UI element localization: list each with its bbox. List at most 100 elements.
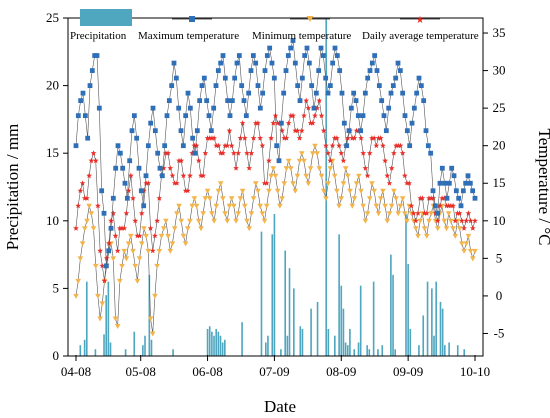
min-temp-point [97, 316, 103, 322]
precipitation-bars [79, 18, 466, 356]
min-temp-point [399, 196, 406, 202]
max-temp-point [101, 210, 107, 216]
avg-temp-point [327, 157, 334, 164]
max-temp-point [255, 83, 261, 88]
precipitation-bar [293, 288, 295, 356]
avg-temp-point [404, 180, 410, 186]
min-temp-point [117, 278, 123, 284]
max-temp-point [351, 90, 357, 96]
min-temp-point [331, 173, 338, 179]
avg-temp-point [156, 195, 163, 201]
avg-temp-point [301, 112, 307, 119]
min-temp-point [147, 316, 154, 322]
avg-temp-point [279, 127, 285, 134]
precipitation-bar [103, 334, 105, 356]
min-temp-point [353, 181, 360, 187]
min-temp-point [187, 218, 193, 224]
max-temp-point [225, 98, 231, 104]
avg-temp-point [233, 165, 239, 171]
max-temp-point [110, 195, 116, 201]
avg-temp-point [90, 150, 97, 156]
precipitation-bar [213, 335, 215, 356]
avg-temp-point [106, 240, 112, 246]
max-temp-point [281, 90, 287, 96]
min-temp-point [296, 158, 303, 164]
min-temp-point [307, 166, 314, 172]
min-temp-point [380, 188, 386, 194]
avg-temp-point [445, 202, 452, 209]
max-temp-point [227, 113, 233, 119]
avg-temp-point [303, 97, 310, 104]
min-temp-point [316, 166, 323, 172]
avg-temp-point [259, 142, 266, 149]
precipitation-bar [435, 281, 437, 356]
avg-temp-point [180, 172, 187, 179]
min-temp-point [366, 196, 373, 202]
min-temp-point [351, 196, 358, 202]
min-temp-point [347, 188, 353, 194]
avg-temp-point [198, 172, 204, 179]
min-temp-point [415, 233, 421, 239]
max-temp-point [94, 53, 100, 58]
max-temp-point [367, 68, 373, 73]
min-temp-point [288, 166, 294, 172]
min-temp-point [95, 293, 101, 299]
max-temp-point [330, 60, 336, 66]
avg-temp-point [401, 172, 408, 179]
avg-temp-point [426, 195, 432, 201]
avg-temp-point [138, 210, 145, 216]
precipitation-bar [359, 285, 362, 356]
avg-temp-point [450, 202, 456, 209]
avg-temp-point [463, 217, 470, 224]
avg-temp-point [202, 150, 209, 156]
min-temp-point [191, 196, 198, 202]
avg-temp-point [366, 150, 373, 156]
min-temp-point [312, 143, 318, 149]
avg-temp-point [165, 150, 171, 156]
avg-temp-point [261, 180, 268, 186]
min-temp-point [336, 203, 342, 209]
avg-temp-point [469, 225, 476, 231]
min-temp-point [325, 181, 331, 187]
precipitation-bar [441, 308, 444, 356]
precipitation-bar [150, 339, 153, 356]
precipitation-bar [206, 328, 209, 356]
max-temp-point [467, 180, 473, 186]
min-temp-point [123, 256, 130, 262]
avg-temp-point [309, 120, 316, 126]
avg-temp-point [421, 210, 428, 216]
min-temp-point [270, 166, 277, 172]
min-temp-point [283, 166, 290, 172]
avg-temp-point [305, 105, 312, 111]
avg-temp-point [415, 210, 421, 216]
precipitation-bar [310, 308, 312, 356]
legend-marker-min-temp [306, 16, 314, 22]
avg-temp-point [228, 142, 235, 149]
avg-temp-point [248, 150, 255, 156]
precipitation-bar [172, 349, 174, 356]
min-temp-point [274, 188, 281, 194]
max-temp-point [117, 150, 123, 156]
min-temp-point [450, 226, 456, 232]
max-temp-point [131, 113, 137, 119]
min-temp-point [465, 233, 472, 239]
avg-temp-point [266, 157, 272, 164]
max-temp-point [470, 188, 476, 194]
precipitation-bar [372, 281, 375, 356]
max-temp-point [404, 128, 410, 134]
min-temp-point [327, 166, 334, 172]
avg-temp-point [169, 172, 176, 179]
max-temp-point [143, 173, 149, 179]
max-temp-point [421, 98, 427, 104]
precipitation-bar [431, 288, 433, 356]
max-temp-point [129, 128, 135, 134]
precipitation-bar [381, 345, 384, 356]
avg-temp-point [283, 135, 290, 141]
max-temp-point [264, 53, 270, 58]
right-y-tick-label: 35 [493, 25, 506, 40]
precipitation-bar [148, 274, 151, 356]
max-temp-point [353, 98, 359, 104]
max-temp-point [290, 38, 296, 43]
avg-temp-point [384, 172, 391, 179]
max-temp-point [262, 68, 268, 73]
